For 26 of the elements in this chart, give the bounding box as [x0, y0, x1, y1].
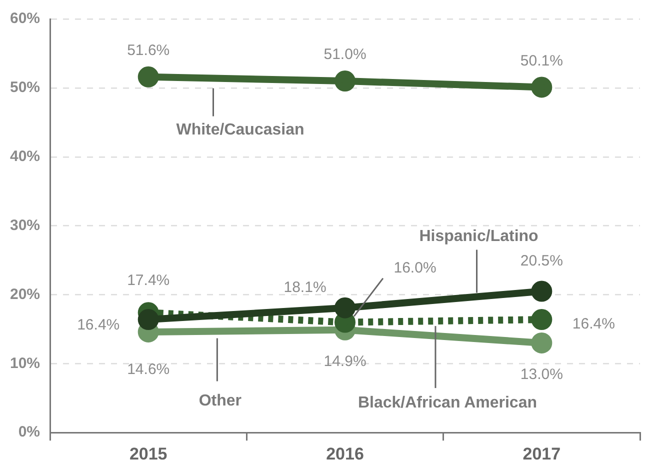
- text: White/Caucasian: [176, 122, 304, 139]
- y-tick-label: 50%: [10, 79, 40, 96]
- data-label: 13.0%: [520, 366, 563, 384]
- y-tick-label: 10%: [10, 354, 40, 372]
- text: Hispanic/Latino: [419, 228, 539, 246]
- data-label: 16.0%: [394, 259, 436, 276]
- y-tick-label: 20%: [10, 286, 40, 303]
- text: Black/African American: [358, 394, 537, 412]
- data-label: 17.4%: [127, 272, 170, 289]
- data-label: 50.1%: [520, 52, 563, 70]
- data-label: 51.0%: [324, 46, 366, 64]
- data-label: 20.5%: [520, 252, 563, 270]
- y-tick-label: 40%: [10, 148, 40, 166]
- data-label: 51.6%: [127, 42, 170, 60]
- data-label: 16.4%: [77, 316, 120, 334]
- x-tick-label: 2017: [522, 444, 561, 464]
- y-tick-label: 60%: [10, 10, 40, 28]
- text: Other: [198, 392, 242, 410]
- data-label: 18.1%: [284, 278, 326, 296]
- y-tick-label: 30%: [10, 216, 40, 234]
- x-tick-label: 2016: [326, 444, 364, 464]
- data-label: 16.4%: [572, 316, 615, 333]
- data-label: 14.9%: [324, 353, 366, 370]
- y-tick-label: 0%: [18, 424, 40, 441]
- data-label: 14.6%: [127, 361, 170, 378]
- x-tick-label: 2015: [129, 444, 168, 464]
